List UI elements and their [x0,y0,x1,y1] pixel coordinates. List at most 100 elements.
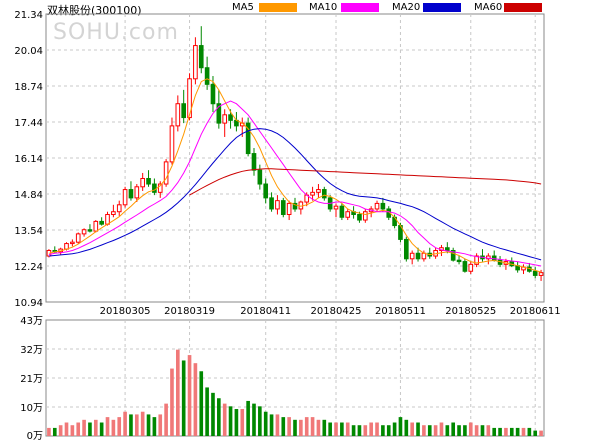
candle-body [286,202,292,215]
volume-bar [498,427,502,436]
price-tick-label: 17.44 [14,118,43,129]
candle-body [157,183,163,193]
volume-bar [328,422,332,436]
volume-bar [99,422,104,436]
candle-body [105,213,110,225]
legend-swatch-ma20 [423,3,461,12]
legend-label-ma20: MA20 [392,2,421,13]
volume-bar [304,417,309,436]
volume-bar [205,387,209,436]
candle-body [210,83,216,105]
price-tick-label: 20.04 [14,46,43,57]
legend-swatch-ma10 [341,3,379,12]
volume-bar [82,419,86,436]
legend-label-ma60: MA60 [474,2,503,13]
volume-bar [88,422,92,436]
volume-bar [357,425,362,436]
candle-body [140,177,145,188]
volume-bar [480,425,485,436]
volume-bar [474,425,479,436]
volume-bar [170,368,174,436]
price-tick-label: 21.34 [14,10,43,21]
candle-body [204,67,210,85]
candle-body [374,202,380,210]
volume-bar [252,403,256,436]
volume-bar [316,419,321,436]
volume-bar [158,414,163,436]
volume-bar [146,414,151,436]
volume-tick-label: 0万 [27,431,43,440]
volume-bar [486,425,491,436]
candle-body [409,252,415,260]
volume-tick-label: 43万 [20,316,43,327]
volume-bar [187,355,192,436]
volume-bar [70,425,75,436]
candle-body [345,211,351,218]
volume-bar [457,425,461,436]
volume-bar [76,422,81,436]
volume-bar [392,422,397,436]
x-tick-label: 20180511 [375,306,426,317]
candle-body [111,211,116,215]
price-tick-label: 14.84 [14,190,43,201]
volume-bar [129,414,133,436]
candle-body [245,122,251,155]
volume-bar [222,403,227,436]
volume-bar [164,403,168,436]
volume-bar [228,406,233,436]
volume-bar [509,427,514,436]
volume-bar [521,427,526,436]
volume-bar [287,417,291,436]
price-tick-label: 10.94 [14,298,43,309]
volume-bar [258,406,262,436]
x-tick-label: 20180305 [100,306,151,317]
watermark: SOHU.com [53,20,179,45]
legend-label-ma5: MA5 [232,2,254,13]
volume-bar [463,425,467,436]
volume-bar [451,422,456,436]
candle-body [450,249,456,261]
volume-bar [299,419,303,436]
price-tick-label: 16.14 [14,154,43,165]
price-tick-label: 12.24 [14,262,43,273]
candle-body [181,103,186,119]
candle-body [128,189,134,199]
candle-body [99,220,104,225]
ma5-line [48,78,542,273]
volume-bar [433,425,438,436]
volume-bar [404,419,409,436]
volume-bar [176,349,180,436]
volume-bar [410,422,414,436]
x-tick-label: 20180525 [445,306,496,317]
x-tick-label: 20180319 [164,306,215,317]
volume-bar [246,400,250,436]
volume-bar [345,422,350,436]
x-tick-label: 20180411 [240,306,291,317]
volume-bar [281,417,286,436]
volume-bar [275,414,280,436]
candle-body [380,202,386,210]
candle-body [251,153,257,171]
volume-bar [386,425,391,436]
volume-bar [47,427,51,436]
candle-body [70,241,75,245]
candle-body [491,255,497,261]
candle-body [292,202,298,210]
candle-body [93,220,99,232]
candle-body [193,45,198,80]
candle-body [152,183,157,193]
volume-bar [199,371,204,436]
volume-bar [64,422,69,436]
candle-body [415,252,421,260]
volume-bar [234,409,239,436]
volume-bar [351,425,356,436]
candle-body [404,238,409,260]
volume-bar [111,419,116,436]
candle-body [310,191,315,196]
candle-body [275,200,280,210]
candle-body [362,211,368,221]
volume-bar [492,427,497,436]
volume-bar [134,414,139,436]
volume-bar [468,422,473,436]
volume-bar [123,411,127,436]
